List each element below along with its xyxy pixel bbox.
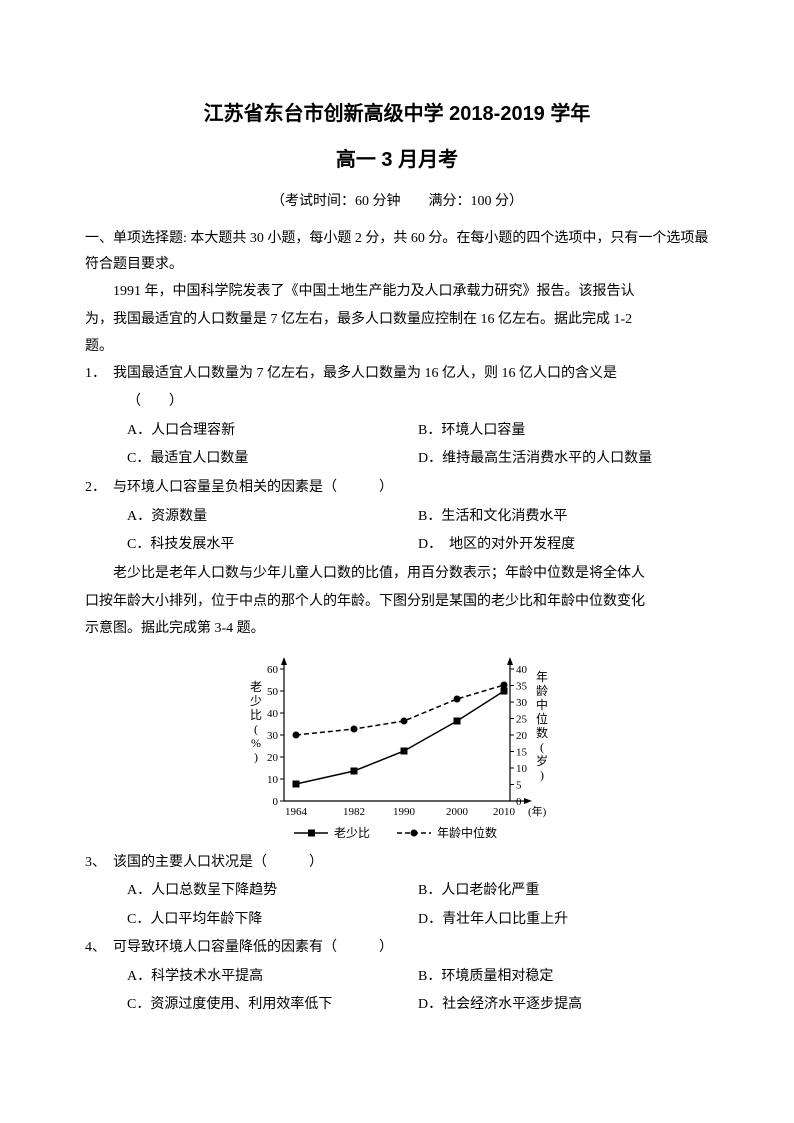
passage2-line1: 老少比是老年人口数与少年儿童人口数的比值，用百分数表示；年龄中位数是将全体人 [85,561,709,588]
q3-opt-a: A．人口总数呈下降趋势 [127,878,418,905]
q2-row: 2． 与环境人口容量呈负相关的因素是（ ） [85,475,709,502]
svg-text:年: 年 [536,670,548,684]
exam-info: （考试时间：60 分钟 满分：100 分） [85,189,709,216]
svg-text:25: 25 [516,713,528,725]
svg-text:1964: 1964 [285,806,308,818]
passage1-line1: 1991 年，中国科学院发表了《中国土地生产能力及人口承载力研究》报告。该报告认 [85,279,709,306]
q1-blank: （ ） [85,389,709,416]
passage2-line2: 口按年龄大小排列，位于中点的那个人的年龄。下图分别是某国的老少比和年龄中位数变化 [85,589,709,616]
svg-text:2010: 2010 [493,806,516,818]
q1-row: 1． 我国最适宜人口数量为 7 亿左右，最多人口数量为 16 亿人，则 16 亿… [85,361,709,388]
svg-text:0: 0 [516,796,522,808]
passage1-line3: 题。 [85,334,709,361]
q1-opt-d: D．维持最高生活消费水平的人口数量 [418,446,709,473]
svg-text:): ) [254,750,258,764]
q3-options-ab: A．人口总数呈下降趋势 B．人口老龄化严重 [85,878,709,905]
q1-options-cd: C．最适宜人口数量 D．维持最高生活消费水平的人口数量 [85,446,709,473]
q2-options-cd: C．科技发展水平 D． 地区的对外开发程度 [85,532,709,559]
svg-text:1990: 1990 [393,806,416,818]
svg-text:5: 5 [516,779,522,791]
q2-opt-c: C．科技发展水平 [127,532,418,559]
title-line1: 江苏省东台市创新高级中学 2018-2019 学年 [85,95,709,133]
svg-text:老少比: 老少比 [334,826,370,840]
svg-text:40: 40 [267,708,279,720]
q3-opt-b: B．人口老龄化严重 [418,878,709,905]
svg-text:0: 0 [273,796,279,808]
q2-text: 与环境人口容量呈负相关的因素是（ ） [113,475,709,502]
svg-text:40: 40 [516,664,528,676]
q1-opt-b: B．环境人口容量 [418,418,709,445]
svg-text:老: 老 [250,680,262,694]
q2-opt-b: B．生活和文化消费水平 [418,504,709,531]
q1-options-ab: A．人口合理容新 B．环境人口容量 [85,418,709,445]
q4-opt-d: D．社会经济水平逐步提高 [418,992,709,1019]
svg-text:中: 中 [536,697,548,712]
svg-text:35: 35 [516,680,528,692]
svg-text:%: % [251,736,261,750]
svg-text:): ) [540,768,544,782]
chart-container: 01020304050600510152025303540老少比(%)年龄中位数… [85,651,709,846]
svg-text:(年): (年) [528,804,547,818]
svg-text:20: 20 [516,730,528,742]
q4-options-ab: A．科学技术水平提高 B．环境质量相对稳定 [85,964,709,991]
passage1-line2: 为，我国最适宜的人口数量是 7 亿左右，最多人口数量应控制在 16 亿左右。据此… [85,307,709,334]
q4-opt-b: B．环境质量相对稳定 [418,964,709,991]
q3-opt-d: D．青壮年人口比重上升 [418,907,709,934]
q1-text: 我国最适宜人口数量为 7 亿左右，最多人口数量为 16 亿人，则 16 亿人口的… [113,361,709,388]
svg-text:30: 30 [516,697,528,709]
svg-text:(: ( [540,740,544,754]
svg-text:少: 少 [250,694,262,708]
svg-text:2000: 2000 [446,806,469,818]
section-instruction: 一、单项选择题: 本大题共 30 小题，每小题 2 分，共 60 分。在每小题的… [85,226,709,279]
svg-text:20: 20 [267,752,279,764]
q2-num: 2． [85,475,113,502]
q3-row: 3、 该国的主要人口状况是（ ） [85,850,709,877]
svg-text:50: 50 [267,686,279,698]
svg-text:10: 10 [516,763,528,775]
q2-opt-d: D． 地区的对外开发程度 [418,532,709,559]
svg-text:年龄中位数: 年龄中位数 [437,825,497,840]
svg-text:龄: 龄 [536,684,548,698]
svg-text:30: 30 [267,730,279,742]
q3-options-cd: C．人口平均年龄下降 D．青壮年人口比重上升 [85,907,709,934]
svg-text:60: 60 [267,664,279,676]
q4-options-cd: C．资源过度使用、利用效率低下 D．社会经济水平逐步提高 [85,992,709,1019]
q4-num: 4、 [85,935,113,962]
q2-options-ab: A．资源数量 B．生活和文化消费水平 [85,504,709,531]
chart: 01020304050600510152025303540老少比(%)年龄中位数… [242,651,552,846]
svg-text:(: ( [254,722,258,736]
q3-opt-c: C．人口平均年龄下降 [127,907,418,934]
svg-text:比: 比 [250,708,262,722]
q4-row: 4、 可导致环境人口容量降低的因素有（ ） [85,935,709,962]
svg-text:位: 位 [536,711,548,726]
q4-opt-a: A．科学技术水平提高 [127,964,418,991]
title-line2: 高一 3 月月考 [85,141,709,179]
q4-opt-c: C．资源过度使用、利用效率低下 [127,992,418,1019]
q2-opt-a: A．资源数量 [127,504,418,531]
q3-num: 3、 [85,850,113,877]
q1-opt-c: C．最适宜人口数量 [127,446,418,473]
q3-text: 该国的主要人口状况是（ ） [113,850,709,877]
svg-text:15: 15 [516,746,528,758]
svg-text:1982: 1982 [343,806,365,818]
svg-text:岁: 岁 [536,753,548,768]
q1-num: 1． [85,361,113,388]
svg-text:10: 10 [267,774,279,786]
passage2-line3: 示意图。据此完成第 3-4 题。 [85,616,709,643]
q4-text: 可导致环境人口容量降低的因素有（ ） [113,935,709,962]
q1-opt-a: A．人口合理容新 [127,418,418,445]
svg-text:数: 数 [536,725,548,740]
